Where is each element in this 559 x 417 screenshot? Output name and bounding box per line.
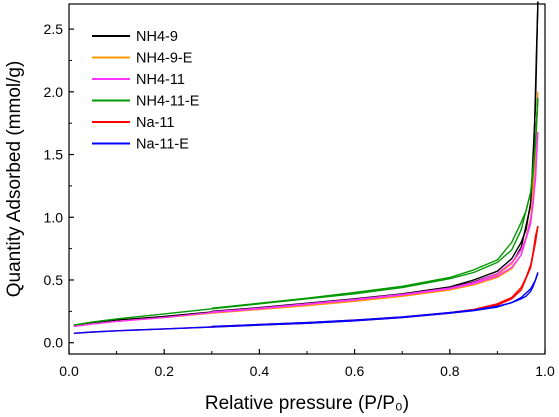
y-tick-label: 0.0 bbox=[44, 335, 64, 351]
y-tick-label: 1.5 bbox=[44, 147, 64, 163]
legend-label-na-11: Na-11 bbox=[136, 115, 174, 131]
x-tick-label: 0.0 bbox=[59, 363, 79, 379]
x-tick-label: 0.6 bbox=[345, 363, 365, 379]
y-axis: 0.0 0.5 1.0 1.5 2.0 2.5 bbox=[44, 21, 74, 351]
legend-label-nh4-9: NH4-9 bbox=[136, 29, 178, 45]
x-tick-label: 0.2 bbox=[154, 363, 174, 379]
x-axis-title: Relative pressure (P/P₀) bbox=[205, 393, 409, 414]
legend-label-nh4-11-e: NH4-11-E bbox=[136, 94, 200, 110]
legend-label-nh4-9-e: NH4-9-E bbox=[136, 51, 193, 67]
x-tick-label: 1.0 bbox=[535, 363, 555, 379]
x-tick-label: 0.4 bbox=[250, 363, 270, 379]
y-axis-title: Quantity Adsorbed (mmol/g) bbox=[4, 61, 25, 298]
x-tick-label: 0.8 bbox=[440, 363, 460, 379]
series-nh4-11-desorption bbox=[211, 131, 539, 313]
x-axis: 0.0 0.2 0.4 0.6 0.8 1.0 bbox=[59, 349, 555, 379]
y-tick-label: 1.0 bbox=[44, 209, 64, 225]
y-tick-label: 2.5 bbox=[44, 21, 64, 37]
y-tick-label: 0.5 bbox=[44, 272, 64, 288]
y-tick-label: 2.0 bbox=[44, 84, 64, 100]
legend: NH4-9 NH4-9-E NH4-11 NH4-11-E Na-11 Na-11-E bbox=[92, 29, 200, 153]
legend-label-nh4-11: NH4-11 bbox=[136, 72, 185, 88]
series-nh4-11-e-adsorption bbox=[73, 98, 539, 326]
series-na-11-e-desorption bbox=[211, 272, 539, 328]
series-layer bbox=[73, 1, 539, 334]
legend-label-na-11-e: Na-11-E bbox=[136, 137, 189, 153]
series-nh4-11-e-desorption bbox=[211, 98, 539, 309]
